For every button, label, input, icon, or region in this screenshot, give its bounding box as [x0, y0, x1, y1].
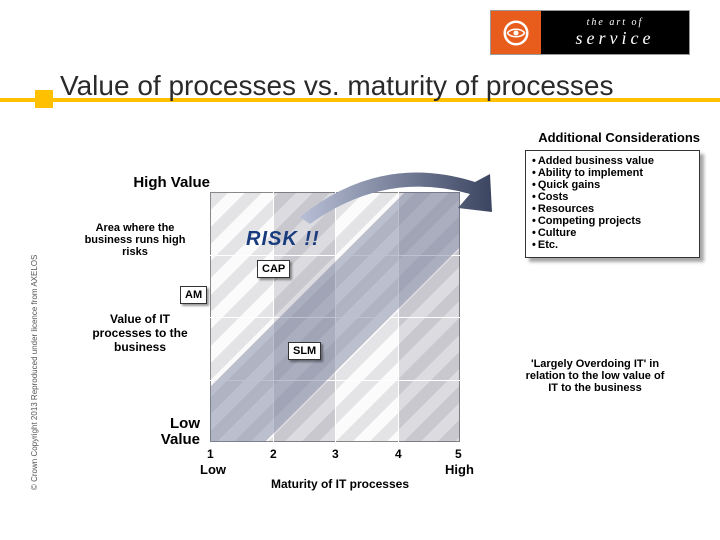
overdoing-note: 'Largely Overdoing IT' in relation to th… [520, 358, 670, 394]
x-tick: 3 [332, 447, 339, 461]
x-high-label: High [445, 462, 474, 477]
logo-line1: the art of [587, 17, 644, 28]
risk-arrow-icon [290, 162, 500, 232]
x-tick: 1 [207, 447, 214, 461]
high-risk-note: Area where the business runs high risks [80, 222, 190, 258]
consideration-item: Etc. [532, 239, 693, 251]
x-tick: 4 [395, 447, 402, 461]
box-slm: SLM [288, 342, 321, 360]
consideration-item: Ability to implement [532, 167, 693, 179]
consideration-item: Costs [532, 191, 693, 203]
consideration-item: Culture [532, 227, 693, 239]
y-axis-high: High Value [120, 174, 210, 191]
consideration-item: Competing projects [532, 215, 693, 227]
grid-line [210, 380, 460, 381]
grid-line [210, 317, 460, 318]
consideration-item: Resources [532, 203, 693, 215]
brand-logo: the art of service [490, 10, 690, 55]
considerations-box: Added business value Ability to implemen… [525, 150, 700, 258]
title-bullet-icon [35, 90, 53, 108]
y-axis-title: Value of IT processes to the business [90, 312, 190, 354]
x-low-label: Low [200, 462, 226, 477]
risk-label: RISK !! [246, 228, 320, 251]
logo-icon [491, 11, 541, 54]
consideration-item: Added business value [532, 155, 693, 167]
x-tick: 5 [455, 447, 462, 461]
consideration-item: Quick gains [532, 179, 693, 191]
x-tick: 2 [270, 447, 277, 461]
logo-line2: service [576, 28, 655, 49]
copyright-text: © Crown Copyright 2013 Reproduced under … [30, 190, 39, 490]
y-axis-low: Low Value [140, 416, 200, 448]
considerations-heading: Additional Considerations [538, 130, 700, 145]
x-axis-title: Maturity of IT processes [250, 477, 430, 491]
box-cap: CAP [257, 260, 290, 278]
grid-line [210, 255, 460, 256]
logo-text: the art of service [541, 11, 689, 54]
box-am: AM [180, 286, 207, 304]
value-maturity-chart: RISK !! CAP AM SLM High Value Value of I… [210, 192, 460, 442]
slide-title: Value of processes vs. maturity of proce… [60, 70, 614, 102]
